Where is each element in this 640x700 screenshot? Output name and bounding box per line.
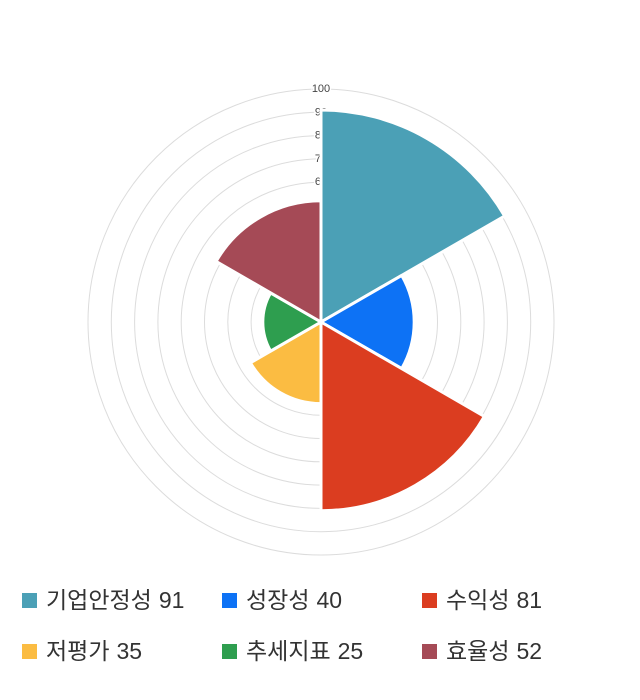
legend-swatch-icon: [422, 592, 437, 608]
legend-swatch-icon: [22, 643, 37, 659]
legend-label: 저평가: [46, 638, 110, 664]
rose-sector[interactable]: [319, 108, 507, 324]
legend-swatch-icon: [222, 643, 237, 659]
rose-sector[interactable]: [261, 291, 323, 353]
legend-item-stability[interactable]: 기업안정성 91: [22, 585, 184, 615]
legend-value: 91: [158, 587, 185, 613]
legend-swatch-icon: [222, 592, 237, 608]
legend-value: 35: [116, 638, 143, 664]
legend-label: 성장성: [246, 587, 310, 613]
legend-label: 수익성: [446, 587, 510, 613]
legend-item-undervaluation[interactable]: 저평가 35: [22, 636, 142, 666]
legend-item-growth[interactable]: 성장성 40: [222, 585, 342, 615]
legend-value: 25: [337, 638, 364, 664]
radial-axis-label: 100: [312, 83, 330, 95]
legend-swatch-icon: [22, 592, 37, 608]
legend-item-profitability[interactable]: 수익성 81: [422, 585, 542, 615]
legend-swatch-icon: [422, 643, 437, 659]
legend-item-efficiency[interactable]: 효율성 52: [422, 636, 542, 666]
polar-gridline: [87, 88, 555, 556]
legend-label: 효율성: [446, 638, 510, 664]
legend-item-trend-indicator[interactable]: 추세지표 25: [222, 636, 363, 666]
rose-sector[interactable]: [319, 273, 416, 371]
rose-sector[interactable]: [248, 320, 323, 406]
rose-sector[interactable]: [214, 199, 323, 324]
legend-label: 추세지표: [246, 638, 331, 664]
rose-chart: 102030405060708090100: [87, 82, 555, 556]
rose-sector[interactable]: [319, 320, 486, 513]
legend-value: 52: [516, 638, 543, 664]
legend-value: 81: [516, 587, 543, 613]
legend-value: 40: [316, 587, 343, 613]
legend-label: 기업안정성: [46, 587, 152, 613]
